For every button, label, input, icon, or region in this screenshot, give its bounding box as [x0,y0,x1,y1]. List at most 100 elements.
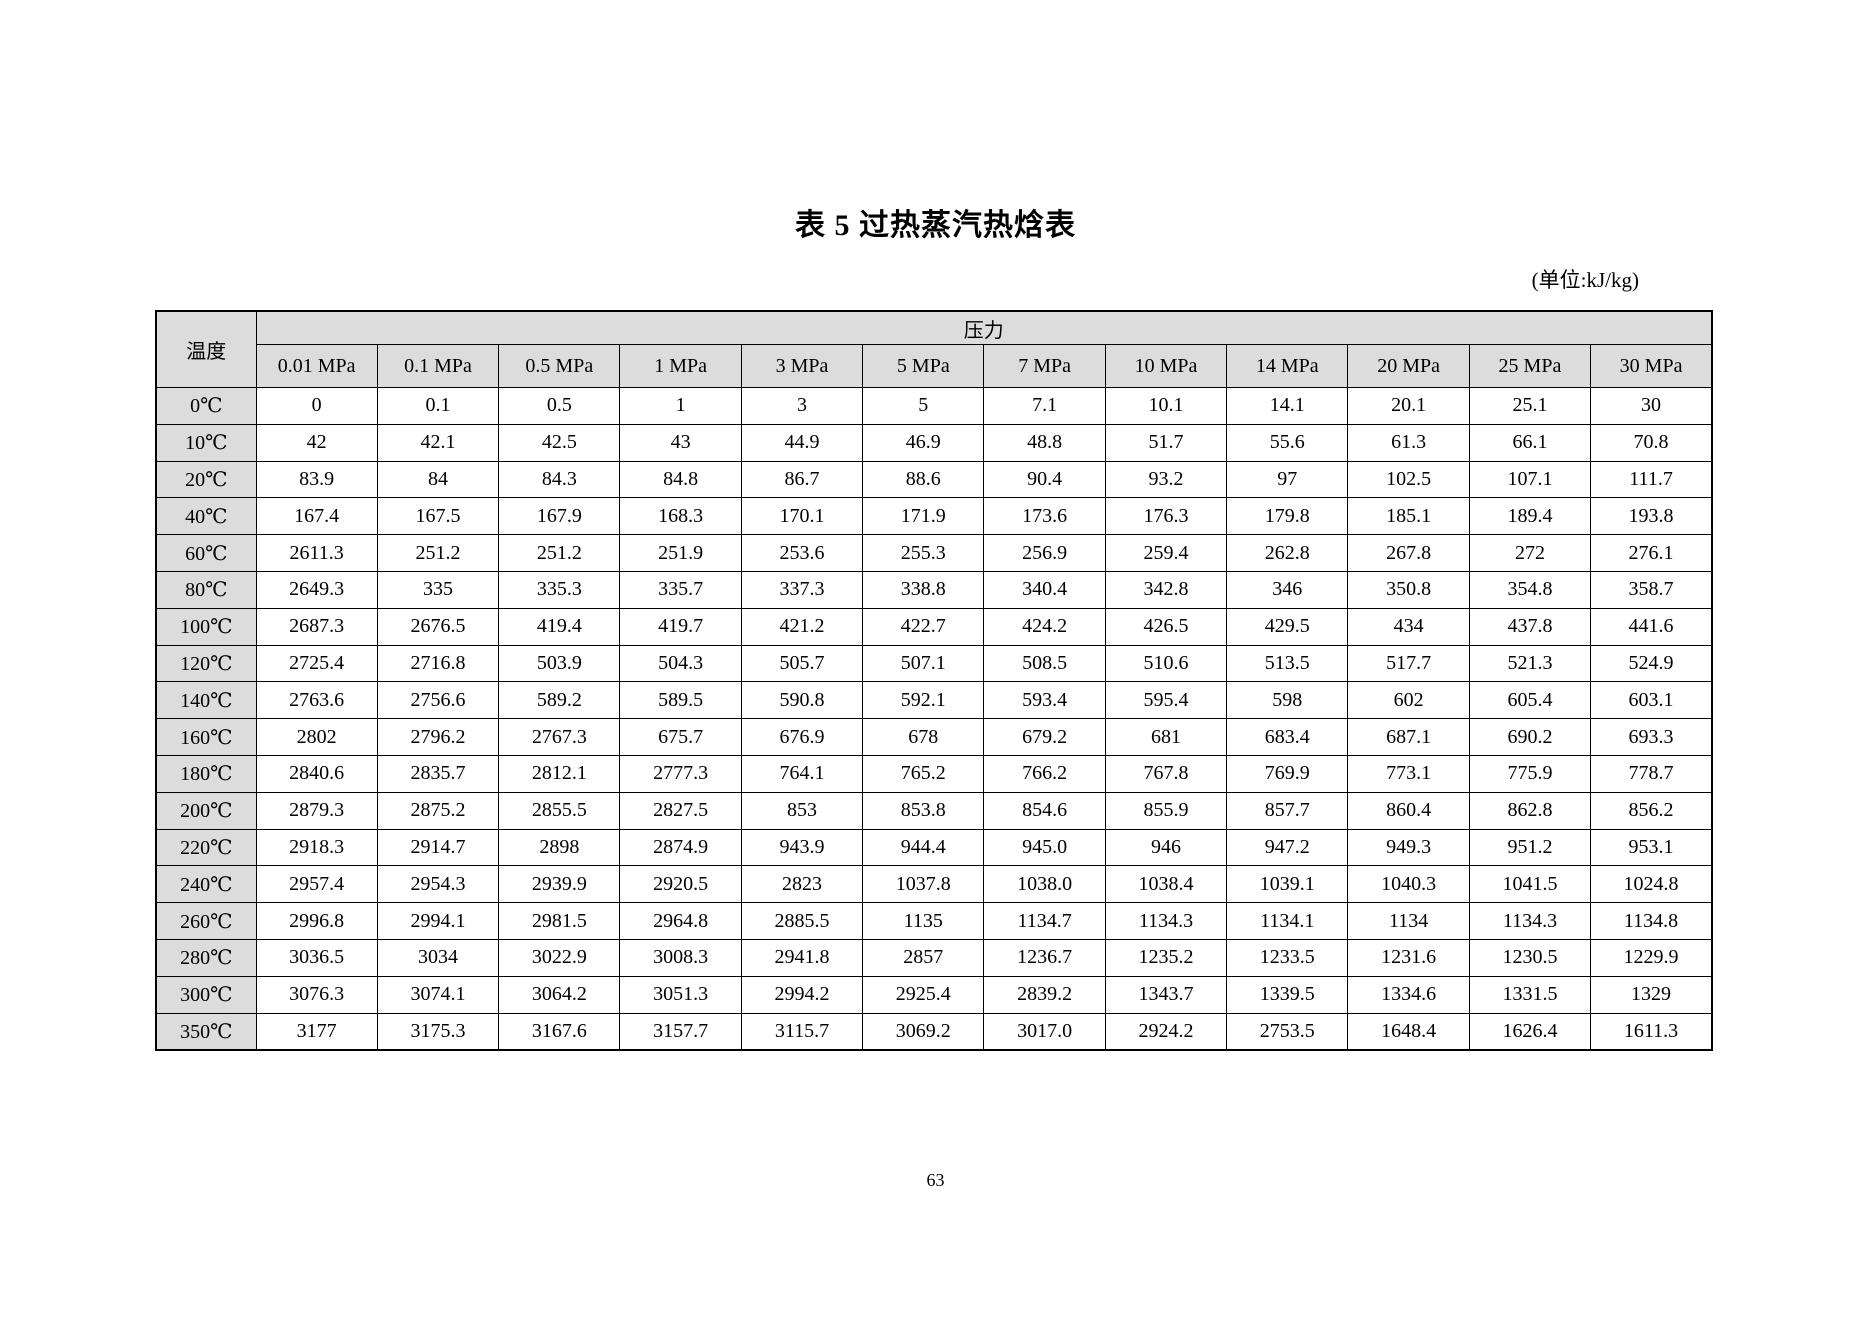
enthalpy-cell: 1626.4 [1468,1012,1592,1051]
enthalpy-cell: 2879.3 [255,791,378,830]
enthalpy-cell: 173.6 [983,497,1106,536]
enthalpy-cell: 945.0 [983,828,1106,867]
enthalpy-cell: 2823 [740,865,864,904]
enthalpy-cell: 510.6 [1104,644,1228,683]
enthalpy-cell: 2687.3 [255,607,378,646]
enthalpy-cell: 679.2 [983,718,1106,756]
table-row: 240℃ 2957.4 2954.3 2939.9 2920.5 2823 1037.8 10… [155,865,1713,904]
enthalpy-cell: 3022.9 [498,938,621,977]
enthalpy-cell: 2812.1 [498,754,621,793]
enthalpy-cell: 764.1 [740,754,864,793]
enthalpy-cell: 346 [1226,570,1349,609]
enthalpy-cell: 507.1 [862,644,985,683]
temperature-cell: 200℃ [155,791,257,830]
enthalpy-cell: 589.5 [619,681,742,720]
page-number: 63 [926,1170,945,1190]
pressure-column-header: 3 MPa [740,344,864,388]
enthalpy-cell: 429.5 [1226,607,1349,646]
table-row: 280℃ 3036.5 3034 3022.9 3008.3 2941.8 2857 1236… [155,938,1713,977]
enthalpy-cell: 690.2 [1468,718,1592,756]
enthalpy-cell: 3036.5 [255,938,378,977]
enthalpy-cell: 2753.5 [1226,1012,1349,1051]
pressure-column-header: 1 MPa [619,344,742,388]
enthalpy-cell: 350.8 [1347,570,1470,609]
enthalpy-cell: 0.1 [376,387,500,425]
enthalpy-cell: 84 [376,460,500,499]
enthalpy-cell: 2996.8 [255,902,378,940]
enthalpy-cell: 421.2 [740,607,864,646]
enthalpy-cell: 55.6 [1226,423,1349,462]
table-body: 0℃ 0 0.1 0.5 1 3 5 7.1 10.1 14.1 20.1 25.1 30 10℃ 42 42… [155,387,1713,1051]
enthalpy-cell: 0.5 [498,387,621,425]
enthalpy-cell: 256.9 [983,534,1106,572]
enthalpy-cell: 769.9 [1226,754,1349,793]
group-header-row: 温度 压力 [155,310,1713,388]
pressure-column-header: 14 MPa [1226,344,1349,388]
enthalpy-cell: 1134.7 [983,902,1106,940]
enthalpy-cell: 678 [862,718,985,756]
enthalpy-cell: 2920.5 [619,865,742,904]
enthalpy-cell: 30 [1590,387,1713,425]
enthalpy-cell: 1134.8 [1590,902,1713,940]
table-row: 180℃ 2840.6 2835.7 2812.1 2777.3 764.1 765.2 76… [155,754,1713,793]
enthalpy-cell: 1343.7 [1104,975,1228,1014]
enthalpy-cell: 857.7 [1226,791,1349,830]
enthalpy-cell: 2875.2 [376,791,500,830]
enthalpy-cell: 1329 [1590,975,1713,1014]
enthalpy-cell: 66.1 [1468,423,1592,462]
enthalpy-cell: 951.2 [1468,828,1592,867]
enthalpy-cell: 86.7 [740,460,864,499]
enthalpy-cell: 1037.8 [862,865,985,904]
enthalpy-cell: 2839.2 [983,975,1106,1014]
enthalpy-cell: 1235.2 [1104,938,1228,977]
pressure-column-header: 25 MPa [1468,344,1592,388]
enthalpy-cell: 598 [1226,681,1349,720]
temperature-cell: 40℃ [155,497,257,536]
table-head: 温度 压力 0.01 MPa 0.1 MPa 0.5 MPa 1 MPa 3 MPa 5 … [155,310,1713,388]
enthalpy-cell: 61.3 [1347,423,1470,462]
enthalpy-table: 温度 压力 0.01 MPa 0.1 MPa 0.5 MPa 1 MPa 3 MPa 5 … [155,310,1713,1051]
temperature-cell: 220℃ [155,828,257,867]
enthalpy-cell: 1134.1 [1226,902,1349,940]
enthalpy-cell: 3051.3 [619,975,742,1014]
temperature-cell: 10℃ [155,423,257,462]
temperature-cell: 0℃ [155,387,257,425]
enthalpy-cell: 3177 [255,1012,378,1051]
enthalpy-cell: 342.8 [1104,570,1228,609]
enthalpy-cell: 259.4 [1104,534,1228,572]
temperature-cell: 80℃ [155,570,257,609]
enthalpy-cell: 1230.5 [1468,938,1592,977]
enthalpy-cell: 42.1 [376,423,500,462]
enthalpy-cell: 419.4 [498,607,621,646]
enthalpy-cell: 3 [740,387,864,425]
enthalpy-cell: 1331.5 [1468,975,1592,1014]
enthalpy-cell: 171.9 [862,497,985,536]
enthalpy-cell: 2767.3 [498,718,621,756]
enthalpy-cell: 25.1 [1468,387,1592,425]
enthalpy-cell: 2840.6 [255,754,378,793]
enthalpy-cell: 513.5 [1226,644,1349,683]
enthalpy-cell: 102.5 [1347,460,1470,499]
enthalpy-cell: 1 [619,387,742,425]
enthalpy-cell: 2835.7 [376,754,500,793]
pressure-column-header: 7 MPa [983,344,1106,388]
enthalpy-cell: 2857 [862,938,985,977]
enthalpy-cell: 5 [862,387,985,425]
enthalpy-cell: 358.7 [1590,570,1713,609]
enthalpy-cell: 88.6 [862,460,985,499]
enthalpy-cell: 1236.7 [983,938,1106,977]
enthalpy-cell: 354.8 [1468,570,1592,609]
enthalpy-cell: 2957.4 [255,865,378,904]
enthalpy-cell: 179.8 [1226,497,1349,536]
table-row: 40℃ 167.4 167.5 167.9 168.3 170.1 171.9 173.6 17… [155,497,1713,536]
page-title: 表 5 过热蒸汽热焓表 [795,209,1076,242]
enthalpy-cell: 111.7 [1590,460,1713,499]
enthalpy-cell: 503.9 [498,644,621,683]
enthalpy-cell: 595.4 [1104,681,1228,720]
enthalpy-cell: 3167.6 [498,1012,621,1051]
enthalpy-cell: 84.3 [498,460,621,499]
enthalpy-cell: 947.2 [1226,828,1349,867]
enthalpy-cell: 43 [619,423,742,462]
pressure-column-header: 10 MPa [1104,344,1228,388]
enthalpy-cell: 3069.2 [862,1012,985,1051]
